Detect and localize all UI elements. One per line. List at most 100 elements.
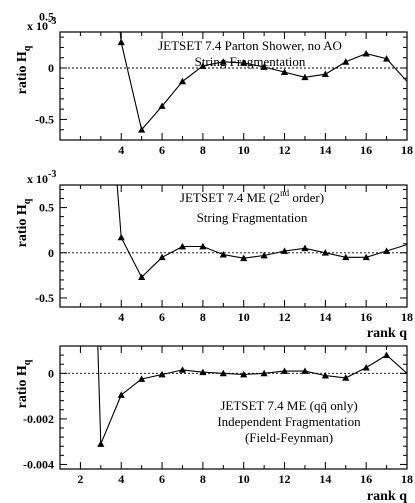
x-tick-label: 8 [200,310,206,324]
plot-frame [59,184,408,308]
x-tick-label: 12 [279,143,291,157]
data-point-triangle [301,367,309,374]
annotation-line-2: String Fragmentation [197,210,308,225]
x-tick-label: 18 [401,472,413,486]
x-tick-label: 10 [238,143,250,157]
x-ticks [59,32,408,140]
annotation-line-2: String Fragmentation [195,54,306,69]
x-tick-label: 16 [360,310,372,324]
data-point-triangle [219,250,227,258]
data-point-triangle [301,244,309,252]
data-point-triangle [362,364,370,371]
data-point-triangle [362,50,370,57]
data-point-triangle [382,247,391,254]
plot-frame [59,345,408,470]
data-point-triangle [342,374,350,381]
data-point-triangle [199,368,207,376]
x-tick-label: 8 [200,143,206,157]
annotation-line-1: JETSET 7.4 Parton Shower, no AO [158,38,342,53]
x-tick-label: 16 [360,143,372,157]
plot-frame [59,31,408,141]
data-point-triangle [219,369,227,377]
y-tick-label: -0.5 [35,112,54,126]
series-line [116,185,407,279]
x-tick-label: 10 [238,472,250,486]
y-tick-label: -0.004 [23,457,54,471]
x-tick-label: 6 [159,472,165,486]
y-axis-multiplier: x 10-3 [27,169,56,186]
x-tick-label: 6 [159,310,165,324]
data-point-triangle [138,273,146,281]
x-tick-label: 18 [401,310,413,324]
annotation-line-3: (Field-Feynman) [245,430,333,445]
y-axis-label: ratio Hq [15,45,33,94]
panel-1: 4 6 8 10 12 14 16 18 -0.5 0 0.5 ratio Hq x 10-3 JETSE… [15,10,413,157]
data-point-triangle [117,38,125,46]
data-point-triangle [321,70,329,78]
panel-3: 2 4 6 8 10 12 14 16 18 -0.004 -0.002 0 ratio Hq rank … [15,345,413,503]
x-tick-label: 4 [118,143,124,157]
y-tick-label: -0.5 [35,291,54,305]
x-ticks [59,346,408,469]
data-point-triangle [382,55,391,62]
annotation-line-2: Independent Fragmentation [217,414,361,429]
data-point-triangle [342,58,350,65]
data-point-triangle [97,440,105,447]
data-point-triangle [199,242,207,250]
x-tick-label: 4 [118,310,124,324]
data-point-triangle [260,369,268,377]
x-axis-label: rank q [367,326,407,341]
data-point-triangle [178,242,187,250]
series-line [119,32,407,131]
data-point-triangle [240,59,248,66]
data-point-triangle [117,233,125,241]
data-point-triangle [219,58,227,65]
y-axis-label: ratio Hq [15,198,33,247]
panel-2: 4 6 8 10 12 14 16 18 -0.5 0 0.5 ratio Hq x 10-3 rank … [15,169,413,341]
y-tick-label: 0 [48,366,54,380]
y-tick-label: 0 [48,61,54,75]
annotation-line-1: JETSET 7.4 ME (2nd order) [180,188,324,205]
y-tick-label: 0 [48,246,54,260]
data-point-triangle [240,370,248,378]
data-point-triangle [138,126,146,133]
x-ticks [59,185,408,307]
data-point-triangle [382,351,391,358]
data-point-triangle [117,391,125,398]
data-point-triangle [260,251,268,259]
data-point-triangle [342,253,350,261]
x-tick-label: 8 [200,472,206,486]
x-tick-label: 10 [238,310,250,324]
data-point-triangle [362,253,370,261]
x-tick-label: 4 [118,472,124,486]
y-tick-label: -0.002 [23,412,54,426]
data-point-triangle [260,63,268,70]
x-tick-label: 12 [279,472,291,486]
x-tick-label: 2 [77,472,83,486]
x-tick-label: 16 [360,472,372,486]
data-point-triangle [158,102,166,109]
data-point-triangle [158,370,166,378]
data-point-triangle [158,253,166,261]
data-point-triangle [178,77,187,85]
x-tick-label: 14 [319,143,331,157]
x-tick-label: 6 [159,143,165,157]
data-point-triangle [178,366,187,373]
x-tick-label: 14 [319,310,331,324]
data-point-triangle [138,375,146,382]
data-point-triangle [280,68,289,75]
x-tick-label: 12 [279,310,291,324]
x-tick-label: 18 [401,143,413,157]
data-point-triangle [280,247,289,254]
data-point-triangle [280,367,289,374]
x-axis-label: rank q [367,489,407,503]
y-axis-multiplier: x 10-3 [27,16,56,33]
data-point-triangle [240,254,248,262]
data-point-triangle [321,372,329,379]
annotation-line-1: JETSET 7.4 ME (qq̄ only) [220,398,357,413]
y-tick-label: 0.5 [39,201,54,215]
x-tick-label: 14 [319,472,331,486]
y-tick-label: 0.5 [39,10,54,24]
data-point-triangle [321,249,329,256]
